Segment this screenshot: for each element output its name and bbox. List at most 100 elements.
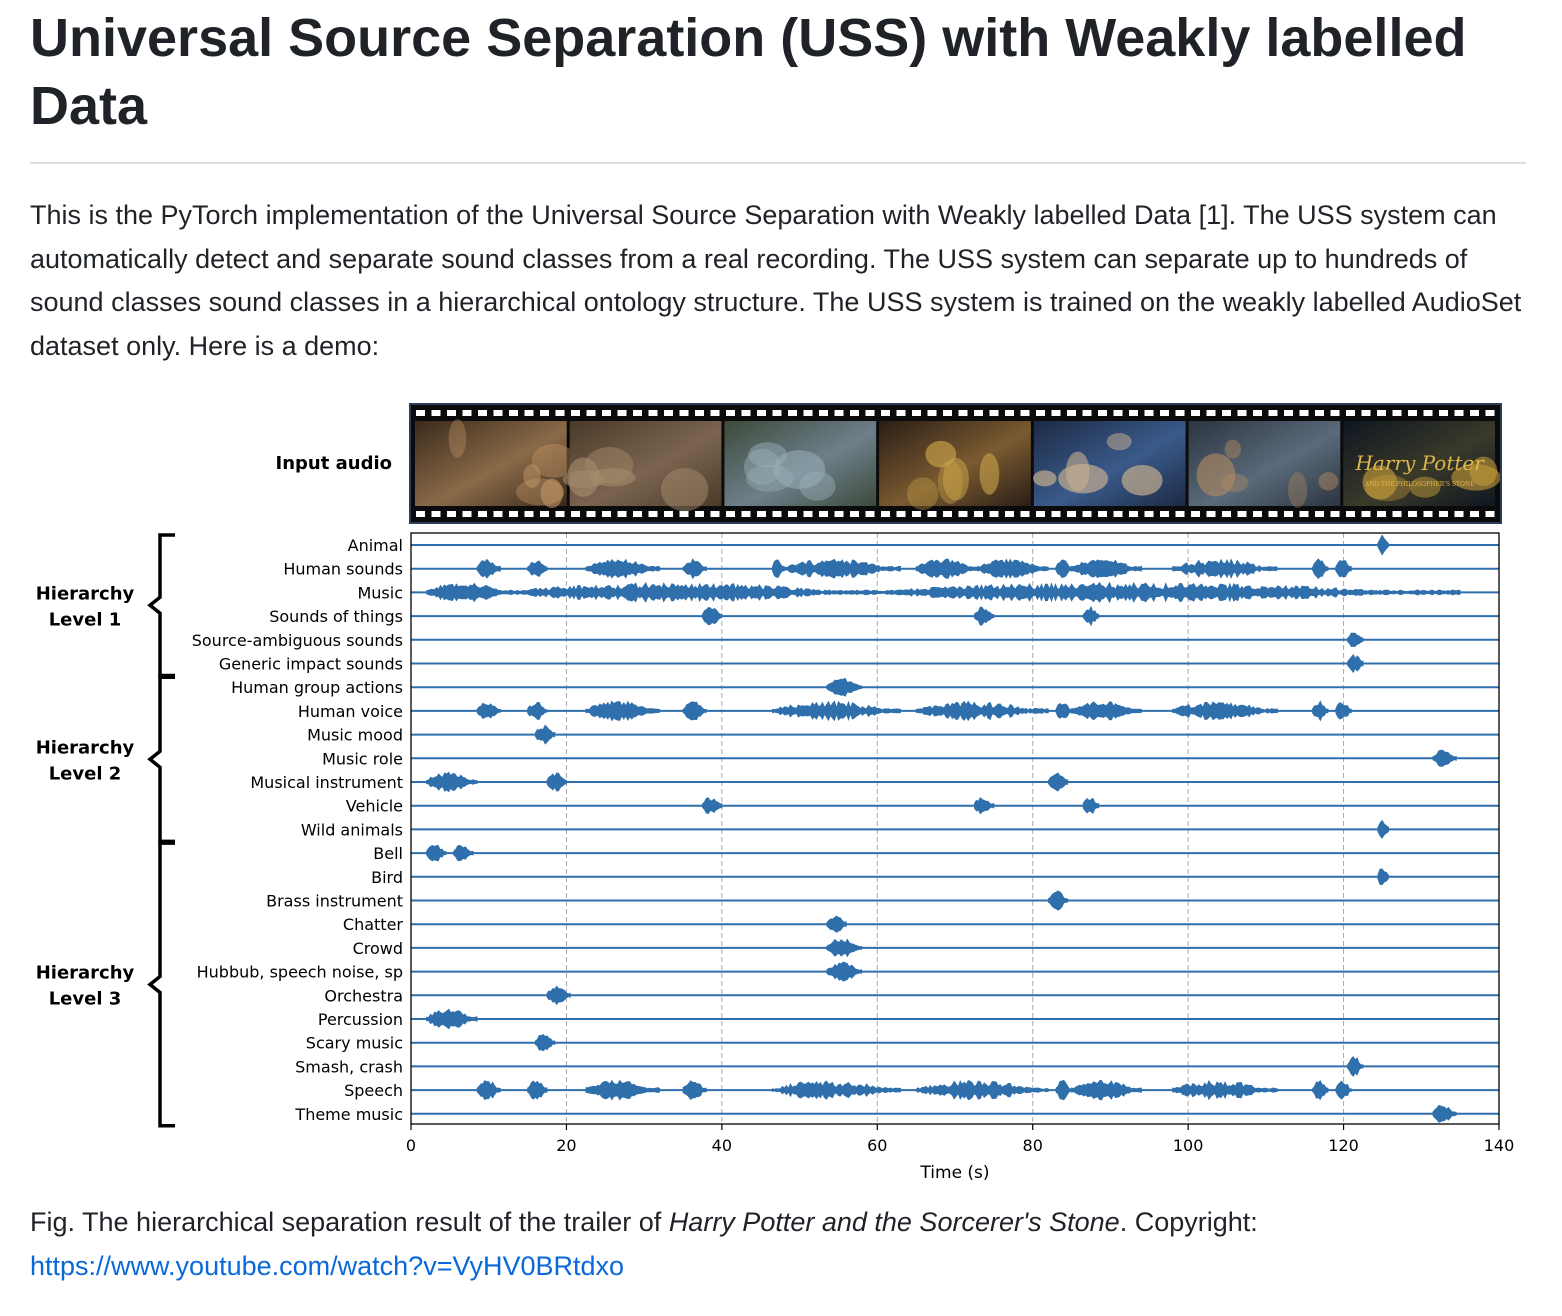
series-label: Musical instrument — [250, 773, 403, 792]
sprocket-hole — [1346, 511, 1355, 517]
sprocket-hole — [1315, 410, 1324, 416]
sprocket-hole — [958, 511, 968, 517]
sprocket-hole — [865, 511, 875, 517]
series-label: Orchestra — [324, 986, 403, 1005]
sprocket-hole — [1423, 410, 1433, 416]
series-label: Vehicle — [346, 797, 403, 816]
series-label: Music mood — [307, 726, 403, 745]
sprocket-hole — [974, 410, 983, 416]
x-tick-label: 60 — [867, 1136, 887, 1155]
waveform-segment — [1172, 1079, 1278, 1101]
caption-suffix: . Copyright: — [1119, 1207, 1258, 1237]
sprocket-hole — [1005, 410, 1014, 416]
series-row: Hubbub, speech noise, sp — [197, 961, 1499, 982]
sprocket-hole — [772, 511, 782, 517]
sprocket-hole — [431, 410, 441, 416]
copyright-link[interactable]: https://www.youtube.com/watch?v=VyHV0BRt… — [30, 1250, 625, 1281]
series-label: Music role — [322, 749, 403, 768]
hierarchy-bracket — [147, 533, 175, 678]
series-row: Brass instrument — [266, 890, 1499, 911]
sprocket-hole — [1423, 511, 1433, 517]
plot-area: Animal Human sounds Music Sounds of things S… — [192, 532, 1500, 1125]
waveform-segment — [915, 558, 979, 579]
input-audio-label: Input audio — [276, 453, 392, 474]
sprocket-hole — [772, 410, 782, 416]
sprocket-hole — [726, 511, 735, 517]
sprocket-hole — [1067, 511, 1076, 517]
waveform-segment — [476, 558, 501, 579]
x-axis-label: Time (s) — [919, 1163, 989, 1183]
sprocket-hole — [1284, 410, 1293, 416]
filmstrip-logo-subtitle: AND THE PHILOSOPHER'S STONE — [1364, 481, 1475, 488]
waveform-segment — [702, 797, 723, 815]
sprocket-hole — [1082, 511, 1092, 517]
waveform-segment — [1432, 749, 1457, 767]
series-label: Human voice — [298, 702, 403, 721]
sprocket-hole — [1237, 511, 1247, 517]
sprocket-hole — [617, 511, 627, 517]
sprocket-hole — [416, 511, 425, 517]
waveform-segment — [1312, 558, 1329, 580]
sprocket-hole — [602, 511, 611, 517]
waveform-segment — [826, 677, 863, 697]
sprocket-hole — [819, 410, 828, 416]
sprocket-hole — [1439, 511, 1448, 517]
sprocket-hole — [1299, 511, 1309, 517]
waveform-segment — [585, 700, 661, 722]
sprocket-hole — [1206, 410, 1216, 416]
waveform-segment — [1082, 797, 1100, 814]
x-tick-label: 100 — [1173, 1136, 1204, 1155]
series-row: Sounds of things — [269, 605, 1499, 627]
waveform-segment — [1335, 1080, 1352, 1100]
series-label: Human sounds — [283, 560, 403, 579]
filmstrip-logo: Harry Potter — [1354, 451, 1485, 475]
caption-movie-title: Harry Potter and the Sorcerer's Stone — [668, 1207, 1120, 1237]
series-label: Smash, crash — [295, 1057, 403, 1076]
sprocket-hole — [1129, 511, 1138, 517]
sprocket-hole — [664, 511, 673, 517]
waveform-segment — [876, 581, 1461, 604]
series-row: Chatter — [343, 915, 1499, 934]
waveform-segment — [915, 700, 1049, 722]
page-title: Universal Source Separation (USS) with W… — [30, 8, 1467, 136]
sprocket-hole — [1361, 410, 1371, 416]
waveform-segment — [826, 961, 863, 982]
waveform-segment — [772, 1080, 901, 1100]
sprocket-hole — [1237, 410, 1247, 416]
sprocket-hole — [1098, 511, 1107, 517]
sprocket-hole — [1129, 410, 1138, 416]
sprocket-hole — [912, 511, 921, 517]
x-tick-label: 140 — [1484, 1136, 1515, 1155]
waveform-segment — [527, 701, 548, 720]
sprocket-hole — [478, 511, 487, 517]
sprocket-hole — [462, 511, 472, 517]
waveform-segment — [682, 701, 707, 721]
sprocket-hole — [524, 511, 534, 517]
waveform-segment — [682, 558, 707, 580]
sprocket-hole — [819, 511, 828, 517]
sprocket-hole — [1051, 511, 1061, 517]
caption-prefix: Fig. The hierarchical separation result … — [30, 1207, 669, 1237]
waveform-segment — [1082, 605, 1100, 627]
waveform-segment — [426, 1008, 478, 1030]
sprocket-hole — [1113, 511, 1123, 517]
series-row: Music — [357, 581, 1499, 604]
sprocket-hole — [974, 511, 983, 517]
sprocket-hole — [431, 511, 441, 517]
sprocket-hole — [571, 511, 580, 517]
hierarchy-label-line1: Hierarchy — [36, 737, 135, 758]
series-row: Bird — [371, 868, 1499, 887]
waveform-segment — [1055, 1079, 1072, 1101]
sprocket-hole — [1020, 410, 1030, 416]
series-label: Human group actions — [231, 678, 403, 697]
hierarchy-label-line2: Level 1 — [49, 609, 122, 630]
waveform-segment — [534, 1033, 556, 1052]
series-label: Generic impact sounds — [219, 655, 403, 674]
x-tick-label: 80 — [1023, 1136, 1043, 1155]
sprocket-hole — [509, 410, 518, 416]
sprocket-hole — [1485, 410, 1495, 416]
sprocket-hole — [555, 511, 565, 517]
series-row: Human voice — [298, 700, 1499, 722]
waveform-segment — [534, 724, 556, 745]
sprocket-hole — [850, 511, 859, 517]
